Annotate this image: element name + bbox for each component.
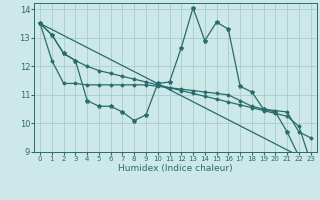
X-axis label: Humidex (Indice chaleur): Humidex (Indice chaleur) — [118, 164, 233, 173]
